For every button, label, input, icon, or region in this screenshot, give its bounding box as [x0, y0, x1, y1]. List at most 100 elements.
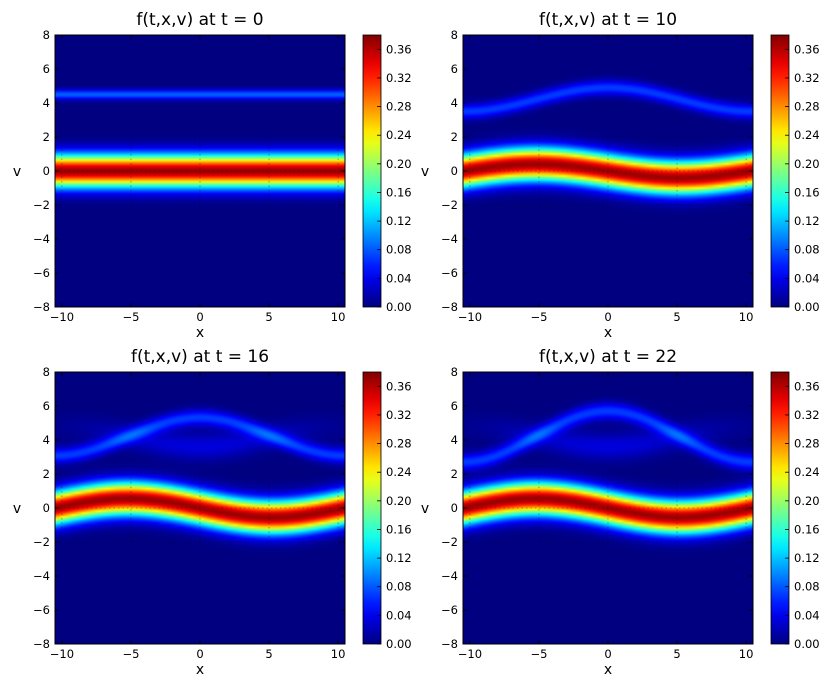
y-tick-label: −8 [33, 637, 50, 651]
colorbar-tick-label: 0.12 [794, 214, 820, 228]
x-tick-label: 10 [739, 310, 754, 324]
colorbar-tick-label: 0.32 [794, 71, 820, 85]
colorbar-tick-label: 0.00 [794, 300, 820, 314]
colorbar-tick-label: 0.36 [386, 379, 412, 393]
colorbar: 0.00 0.04 0.08 0.12 0.16 0.20 0.24 0.28 0.32 0.36 [362, 34, 412, 314]
colorbar-tick-label: 0.20 [794, 157, 820, 171]
y-tick-label: −2 [441, 535, 458, 549]
colorbar-tick-label: 0.32 [794, 408, 820, 422]
y-tick-label: 2 [43, 467, 50, 481]
y-tick-label: −6 [441, 603, 458, 617]
x-tick-label: −10 [50, 310, 74, 324]
colorbar-tick-label: 0.24 [794, 465, 820, 479]
colorbar-tick-label: 0.20 [794, 494, 820, 508]
colorbar-tick-label: 0.36 [386, 42, 412, 56]
y-axis: −8 −6 −4 −2 0 2 4 6 8 [441, 28, 753, 314]
colorbar-tick-label: 0.28 [794, 437, 820, 451]
y-tick-label: 0 [43, 501, 50, 515]
colorbar-gradient [770, 34, 790, 308]
x-tick-label: 10 [739, 647, 754, 661]
colorbar-tick-label: 0.08 [386, 580, 412, 594]
y-tick-label: 6 [43, 399, 50, 413]
colorbar-tick-label: 0.16 [386, 522, 412, 536]
y-tick-label: 2 [451, 467, 458, 481]
colorbar-tick-label: 0.28 [386, 100, 412, 114]
x-tick-label: 0 [604, 310, 611, 324]
colorbar-tick-label: 0.16 [386, 185, 412, 199]
colorbar-tick-label: 0.08 [386, 243, 412, 257]
colorbar-tick-label: 0.36 [794, 42, 820, 56]
colorbar-tick-label: 0.12 [386, 214, 412, 228]
x-tick-label: −10 [50, 647, 74, 661]
x-axis-label: x [604, 662, 612, 678]
y-tick-label: −2 [441, 198, 458, 212]
y-tick-label: 8 [451, 365, 458, 379]
panel-t22: f(t,x,v) at t = 22 −10 −5 0 5 10 −8 −6 −4 −2 0 2 4… [421, 347, 820, 678]
x-axis: −10 −5 0 5 10 [458, 372, 754, 661]
x-tick-label: 0 [604, 647, 611, 661]
y-tick-label: 0 [43, 164, 50, 178]
colorbar-tick-label: 0.12 [794, 551, 820, 565]
x-tick-label: 5 [265, 310, 272, 324]
x-tick-label: 5 [265, 647, 272, 661]
x-tick-label: 10 [331, 310, 346, 324]
x-tick-label: −10 [458, 310, 482, 324]
colorbar-gradient [362, 371, 382, 645]
colorbar-tick-label: 0.16 [794, 185, 820, 199]
y-tick-label: 0 [451, 164, 458, 178]
colorbar: 0.00 0.04 0.08 0.12 0.16 0.20 0.24 0.28 0.32 0.36 [362, 371, 412, 651]
y-tick-label: 2 [451, 130, 458, 144]
colorbar-tick-label: 0.04 [386, 608, 412, 622]
y-tick-label: 0 [451, 501, 458, 515]
y-tick-label: 4 [43, 96, 50, 110]
colorbar-tick-label: 0.28 [794, 100, 820, 114]
x-axis-label: x [196, 325, 204, 341]
y-tick-label: −2 [33, 198, 50, 212]
colorbar-tick-label: 0.00 [386, 637, 412, 651]
colorbar-tick-label: 0.08 [794, 243, 820, 257]
colorbar-tick-label: 0.32 [386, 71, 412, 85]
colorbar-tick-label: 0.24 [386, 465, 412, 479]
y-tick-label: 2 [43, 130, 50, 144]
panel-t10: f(t,x,v) at t = 10 −10 −5 0 5 10 −8 −6 −4 −2 0 2 4… [421, 10, 820, 341]
x-tick-label: −5 [122, 647, 139, 661]
colorbar-gradient [362, 34, 382, 308]
y-tick-label: −8 [441, 300, 458, 314]
y-tick-label: 6 [43, 62, 50, 76]
y-tick-label: 4 [43, 433, 50, 447]
y-tick-label: 8 [451, 28, 458, 42]
x-tick-label: 0 [196, 310, 203, 324]
y-axis-label: v [13, 501, 21, 517]
y-tick-label: −2 [33, 535, 50, 549]
y-axis-label: v [421, 501, 429, 517]
x-tick-label: −5 [530, 647, 547, 661]
colorbar-tick-label: 0.00 [794, 637, 820, 651]
colorbar: 0.00 0.04 0.08 0.12 0.16 0.20 0.24 0.28 0.32 0.36 [770, 371, 820, 651]
panel-title: f(t,x,v) at t = 16 [131, 347, 269, 367]
colorbar-tick-label: 0.16 [794, 522, 820, 536]
x-tick-label: −10 [458, 647, 482, 661]
y-tick-label: −4 [33, 569, 50, 583]
x-tick-label: 0 [196, 647, 203, 661]
y-tick-label: −6 [441, 266, 458, 280]
y-tick-label: 4 [451, 433, 458, 447]
y-axis-label: v [421, 164, 429, 180]
colorbar-tick-label: 0.24 [794, 128, 820, 142]
colorbar-tick-label: 0.04 [386, 271, 412, 285]
colorbar-tick-label: 0.32 [386, 408, 412, 422]
colorbar-tick-label: 0.28 [386, 437, 412, 451]
x-axis: −10 −5 0 5 10 [458, 35, 754, 324]
y-tick-label: −4 [441, 569, 458, 583]
y-axis: −8 −6 −4 −2 0 2 4 6 8 [33, 365, 345, 651]
y-tick-label: 8 [43, 28, 50, 42]
panel-title: f(t,x,v) at t = 10 [539, 10, 677, 30]
colorbar-tick-label: 0.12 [386, 551, 412, 565]
y-tick-label: −4 [441, 232, 458, 246]
panel-t0: f(t,x,v) at t = 0 −10 −5 0 5 10 −8 −6 −4 −2 0 2 4 6… [13, 10, 412, 341]
x-tick-label: 5 [673, 647, 680, 661]
y-tick-label: 6 [451, 399, 458, 413]
x-tick-label: −5 [530, 310, 547, 324]
y-tick-label: 8 [43, 365, 50, 379]
colorbar-tick-label: 0.04 [794, 271, 820, 285]
colorbar: 0.00 0.04 0.08 0.12 0.16 0.20 0.24 0.28 0.32 0.36 [770, 34, 820, 314]
